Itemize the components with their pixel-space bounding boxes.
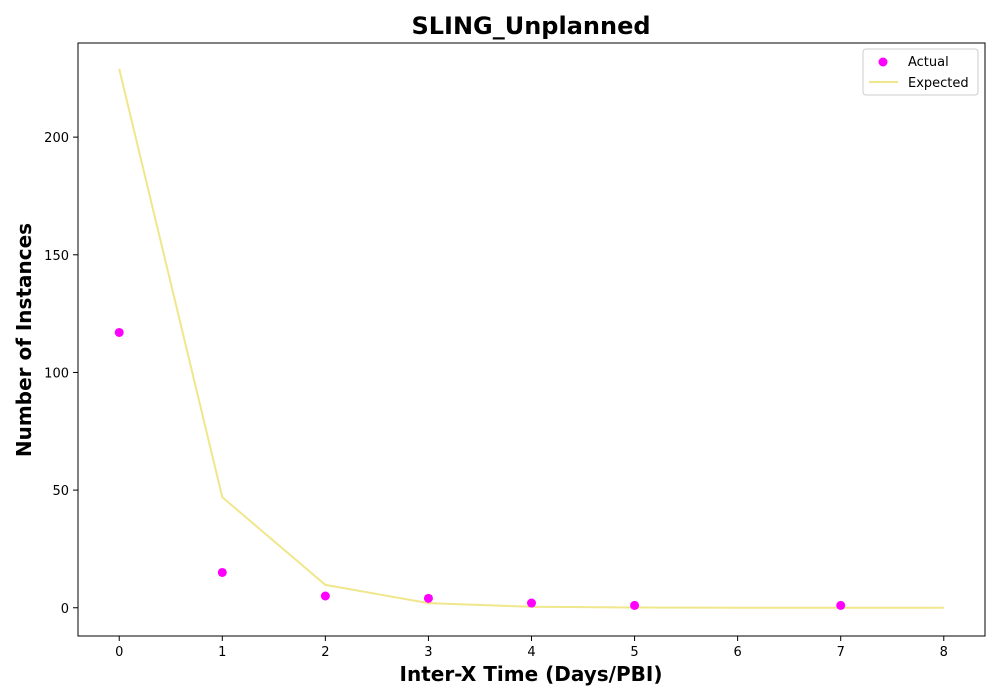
x-tick-label: 0 (115, 645, 123, 660)
x-tick-label: 8 (940, 645, 948, 660)
y-axis-label: Number of Instances (12, 223, 36, 457)
x-axis-label: Inter-X Time (Days/PBI) (400, 662, 663, 686)
actual-point (630, 600, 640, 610)
y-axis-ticks: 0 50 100 150 200 (44, 131, 78, 617)
x-tick-label: 4 (527, 645, 535, 660)
actual-point (320, 591, 330, 601)
legend-label-actual: Actual (908, 55, 949, 70)
y-tick-label: 100 (44, 366, 69, 381)
x-tick-label: 1 (218, 645, 226, 660)
y-tick-label: 0 (61, 602, 69, 617)
legend-box (862, 48, 979, 96)
x-tick-label: 6 (733, 645, 741, 660)
y-tick-label: 50 (52, 484, 69, 499)
actual-point (423, 593, 433, 603)
legend-marker-actual (878, 57, 888, 67)
actual-point (114, 327, 124, 337)
legend: Actual Expected (862, 48, 979, 96)
actual-point (836, 600, 846, 610)
actual-point (527, 598, 536, 608)
y-tick-label: 150 (44, 249, 69, 264)
y-tick-label: 200 (44, 131, 69, 146)
x-tick-label: 5 (630, 645, 638, 660)
x-axis-ticks: 0 1 2 3 4 5 6 7 8 (115, 636, 948, 660)
x-tick-label: 2 (321, 645, 329, 660)
plot-frame (77, 42, 986, 637)
x-tick-label: 7 (837, 645, 845, 660)
series-layer (114, 68, 944, 610)
chart-title: SLING_Unplanned (411, 12, 650, 40)
x-tick-label: 3 (424, 645, 432, 660)
actual-point (217, 567, 227, 577)
legend-label-expected: Expected (908, 76, 969, 91)
